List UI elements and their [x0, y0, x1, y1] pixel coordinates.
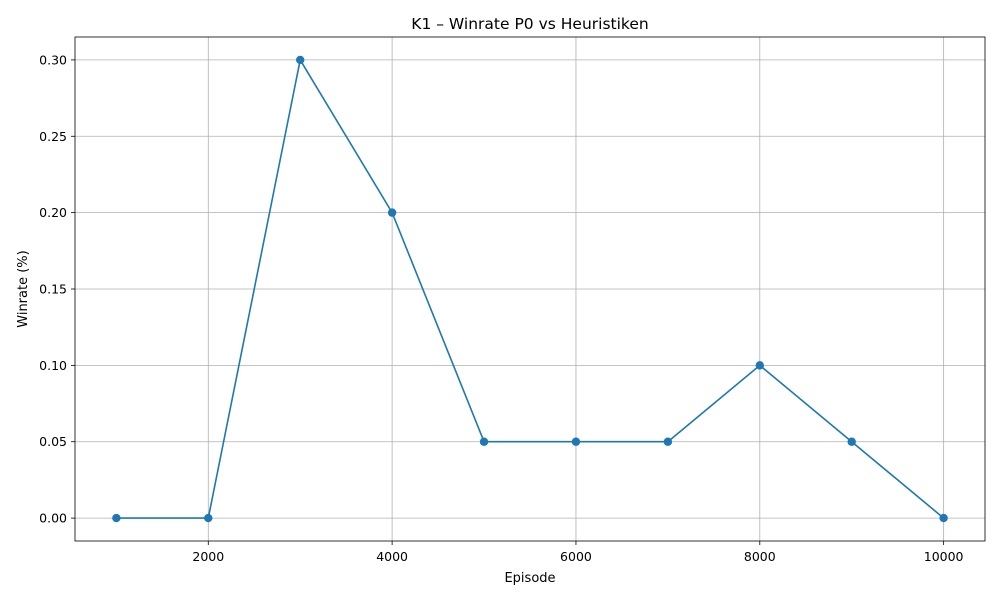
axis-ticks: 2000 4000 6000 8000 10000 0.00 0.05 0.10 0.15 0.2… [39, 52, 963, 564]
y-tick-label: 0.00 [39, 511, 67, 526]
data-point [387, 208, 397, 217]
x-tick-label: 2000 [192, 549, 224, 564]
y-tick-label: 0.15 [39, 282, 67, 297]
grid [75, 37, 985, 541]
data-point [939, 513, 948, 523]
chart-title: K1 – Winrate P0 vs Heuristiken [411, 15, 648, 33]
y-tick-label: 0.25 [39, 129, 67, 144]
data-point [755, 361, 764, 370]
x-tick-label: 10000 [924, 549, 964, 564]
data-point [479, 437, 489, 446]
x-tick-label: 6000 [560, 549, 592, 564]
series [112, 55, 948, 523]
data-point [847, 437, 856, 446]
data-point [112, 513, 121, 523]
y-tick-label: 0.10 [39, 358, 67, 373]
x-tick-label: 4000 [376, 549, 408, 564]
data-point [571, 437, 581, 446]
series-line [116, 59, 945, 519]
y-tick-label: 0.20 [39, 205, 67, 220]
x-tick-label: 8000 [744, 549, 776, 564]
data-point [204, 513, 213, 523]
data-point [663, 437, 673, 446]
x-axis-label: Episode [504, 571, 555, 586]
data-point [296, 55, 305, 65]
y-tick-label: 0.05 [39, 434, 67, 449]
y-tick-label: 0.30 [39, 52, 67, 67]
y-axis-label: Winrate (%) [16, 250, 31, 327]
